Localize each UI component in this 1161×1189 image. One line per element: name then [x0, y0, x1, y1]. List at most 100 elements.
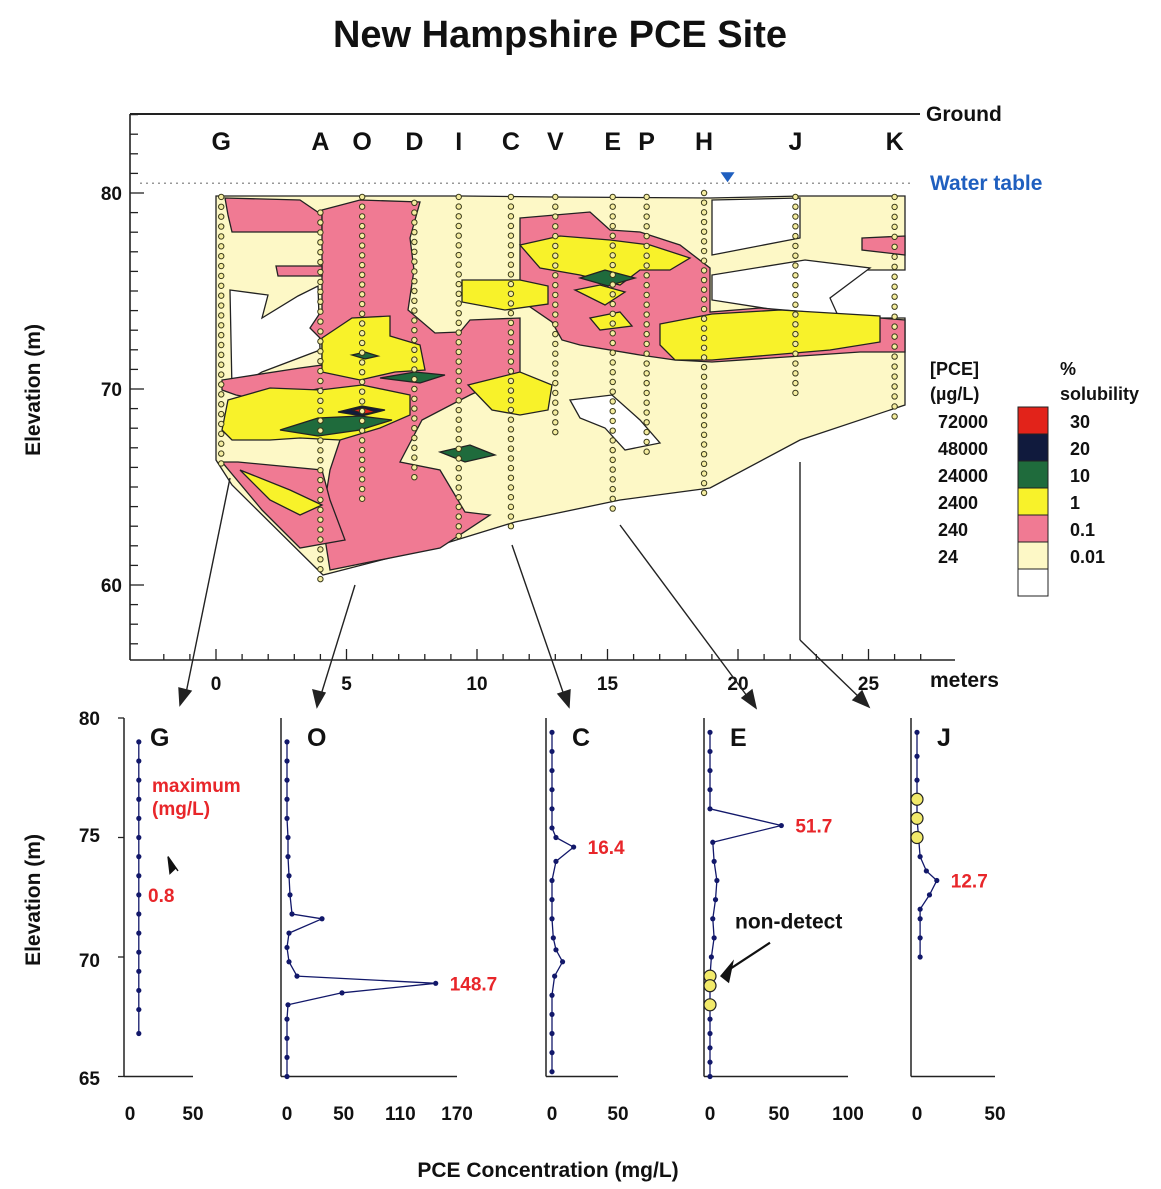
sample-point — [891, 263, 898, 270]
sample-point — [552, 399, 559, 406]
profile-axis-labels: 80 75 70 65 Elevation (m) PCE Concentrat… — [22, 709, 679, 1182]
sample-point — [643, 438, 650, 446]
well-label-a: A — [311, 128, 329, 156]
sample-point — [455, 242, 462, 249]
sample-point — [411, 395, 418, 402]
sample-point — [358, 446, 366, 454]
sample-point — [643, 252, 650, 259]
sample-point — [507, 193, 515, 201]
sample-point — [218, 193, 225, 201]
sample-point — [643, 311, 650, 318]
sample-point — [411, 356, 418, 363]
sample-point — [609, 456, 616, 464]
ground-label: Ground — [926, 103, 1002, 126]
sample-point — [891, 213, 898, 221]
profile-point — [549, 897, 555, 903]
figure-title: New Hampshire PCE Site — [333, 14, 787, 56]
sample-point — [317, 496, 324, 504]
top-x-axis-label: meters — [930, 669, 999, 692]
sample-point — [700, 267, 708, 274]
top-y-tick-label-80: 80 — [101, 184, 122, 205]
sample-point — [411, 405, 418, 412]
sample-point — [358, 203, 366, 210]
sample-point — [643, 379, 650, 387]
arrow-to-g — [184, 477, 231, 699]
profile-max-label-e: 51.7 — [795, 817, 832, 838]
profile-y-tick-75: 75 — [79, 826, 101, 847]
sample-point — [455, 348, 462, 356]
profile-point — [549, 1050, 555, 1056]
nondetect-point — [910, 792, 924, 806]
profile-title-e: E — [730, 724, 747, 752]
sample-point — [218, 410, 225, 418]
sample-point — [218, 322, 225, 329]
arrow-head-e — [740, 688, 758, 710]
sample-point — [507, 319, 515, 327]
sample-point — [411, 287, 418, 295]
sample-point — [552, 419, 559, 426]
sample-point — [700, 373, 708, 380]
profile-point — [549, 992, 555, 998]
sample-point — [218, 302, 225, 309]
sample-point — [317, 328, 324, 335]
sample-point — [507, 251, 515, 259]
sample-point — [643, 262, 650, 269]
profile-point — [284, 1073, 290, 1080]
sample-point — [643, 213, 650, 220]
sample-point — [643, 350, 650, 357]
arrow-head-o — [312, 689, 327, 709]
sample-point — [317, 457, 324, 464]
well-column-p — [643, 193, 650, 455]
sample-point — [643, 409, 650, 416]
sample-point — [358, 252, 366, 259]
sample-point — [700, 325, 708, 332]
contour-pink-6 — [275, 265, 323, 277]
sample-point — [700, 402, 708, 410]
sample-point — [455, 193, 462, 201]
sample-point — [891, 293, 898, 300]
sample-point — [411, 327, 418, 334]
sample-point — [317, 258, 324, 266]
profile-point — [286, 873, 292, 879]
sample-point — [643, 223, 650, 230]
profile-point — [136, 987, 142, 994]
profile-point — [319, 916, 325, 922]
well-column-v — [552, 193, 559, 436]
sample-point — [507, 435, 515, 443]
sample-point — [792, 340, 799, 348]
profile-note-units: (mg/L) — [152, 799, 210, 820]
sample-point — [218, 213, 225, 220]
sample-point — [317, 476, 324, 484]
legend: [PCE] (µg/L) % solubility 72000 30 48000 20… — [930, 359, 1139, 597]
sample-point — [218, 420, 225, 428]
well-label-e: E — [604, 128, 621, 156]
sample-point — [891, 383, 898, 390]
sample-point — [643, 281, 650, 289]
well-column-o — [358, 193, 366, 502]
sample-point — [700, 344, 708, 351]
sample-point — [317, 536, 324, 543]
sample-point — [455, 445, 462, 453]
sample-point — [700, 296, 708, 303]
profile-point — [707, 748, 713, 755]
profile-point — [926, 892, 933, 898]
arrow-head-j — [851, 689, 871, 709]
profile-panels: G 0 50 0.8 maximum(mg/L) O 0 50 110 170 148.7 C 0 50 1… — [118, 717, 1006, 1125]
sample-point — [507, 300, 515, 307]
sample-point — [700, 421, 708, 429]
sample-point — [411, 376, 418, 383]
sample-point — [455, 222, 462, 230]
sample-point — [455, 435, 462, 443]
sample-point — [700, 489, 708, 497]
sample-point — [552, 340, 559, 348]
sample-point — [411, 434, 418, 442]
profile-max-label-c: 16.4 — [588, 838, 625, 859]
sample-point — [891, 413, 898, 420]
sample-point — [643, 272, 650, 279]
sample-point — [317, 486, 324, 494]
sample-point — [507, 523, 515, 530]
sample-point — [507, 416, 515, 423]
sample-point — [700, 480, 708, 487]
sample-point — [317, 526, 324, 533]
profile-point — [136, 834, 142, 841]
